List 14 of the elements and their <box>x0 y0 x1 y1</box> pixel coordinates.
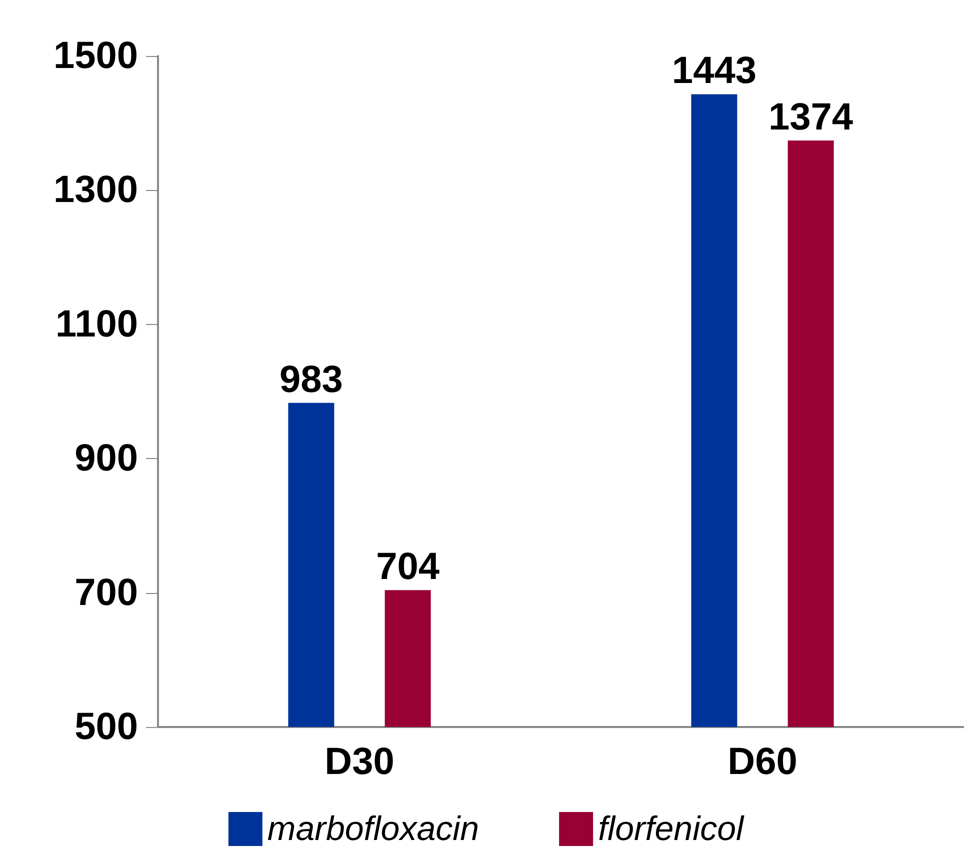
y-tick-label: 1100 <box>56 303 138 346</box>
y-tick-label: 900 <box>74 438 138 480</box>
y-tick-label: 700 <box>74 572 138 614</box>
legend-label: marbofloxacin <box>267 810 480 848</box>
legend-label: florfenicol <box>598 810 746 848</box>
data-label: 1374 <box>768 96 854 139</box>
y-tick-label: 1500 <box>53 35 138 77</box>
x-tick-label: D30 <box>324 741 394 783</box>
y-tick-label: 1300 <box>53 169 138 212</box>
x-tick-label: D60 <box>728 741 798 783</box>
data-label: 1443 <box>672 50 756 92</box>
y-tick-label: 500 <box>74 706 138 748</box>
data-label: 704 <box>376 546 440 588</box>
data-label: 983 <box>279 358 343 401</box>
